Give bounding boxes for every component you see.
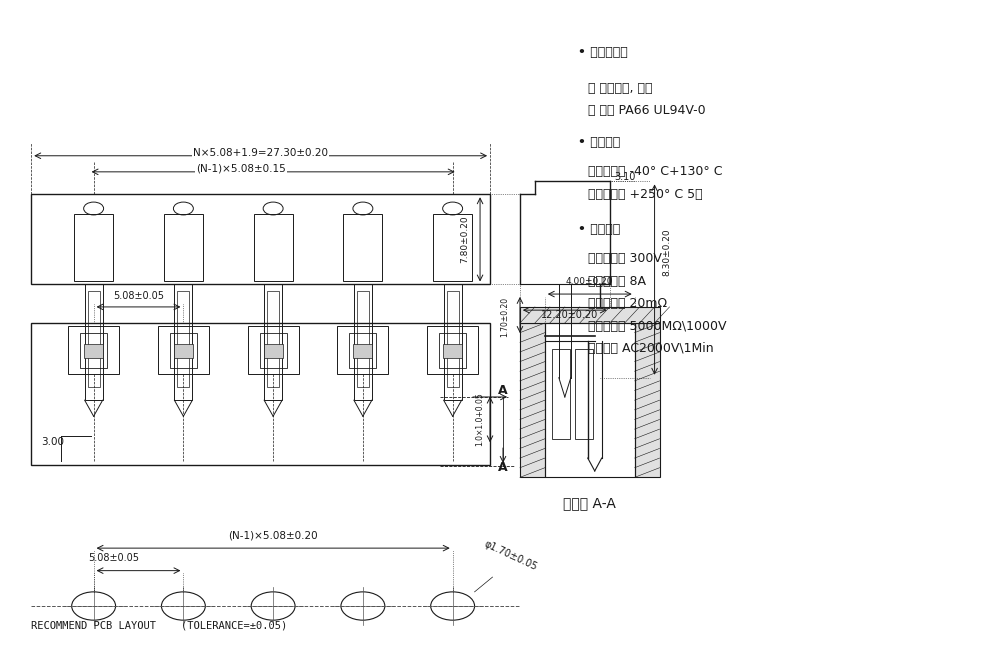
Text: 5.08±0.05: 5.08±0.05: [89, 553, 140, 563]
Text: 额定电流： 8A: 额定电流： 8A: [588, 275, 646, 287]
Bar: [520, 307, 660, 323]
Text: 7.80±0.20: 7.80±0.20: [461, 216, 470, 263]
Bar: [444, 284, 462, 400]
Text: A: A: [498, 384, 508, 397]
Bar: [248, 326, 299, 375]
Text: N×5.08+1.9=27.30±0.20: N×5.08+1.9=27.30±0.20: [193, 147, 328, 158]
Bar: [68, 326, 119, 375]
Text: 温度范围： -40° C+130° C: 温度范围： -40° C+130° C: [588, 165, 722, 178]
Bar: [354, 284, 372, 400]
Text: • 材质及电镖: • 材质及电镖: [578, 47, 628, 59]
Text: 绝缘电阔： 5000MΩ\1000V: 绝缘电阔： 5000MΩ\1000V: [588, 320, 726, 333]
Bar: [545, 323, 635, 477]
Bar: [267, 291, 279, 388]
Bar: [343, 214, 382, 281]
Bar: [349, 333, 376, 368]
Bar: [337, 326, 388, 375]
Text: 3.10: 3.10: [615, 172, 636, 182]
Bar: [31, 194, 490, 284]
Bar: [433, 214, 472, 281]
Bar: [80, 333, 107, 368]
Bar: [177, 291, 189, 388]
Bar: [164, 214, 203, 281]
Text: φ1.70±0.05: φ1.70±0.05: [483, 539, 539, 572]
Bar: [520, 323, 545, 477]
Bar: [353, 344, 372, 359]
Bar: [254, 214, 293, 281]
Bar: [170, 333, 197, 368]
Text: 剪面图 A-A: 剪面图 A-A: [563, 496, 616, 510]
Text: 8.30±0.20: 8.30±0.20: [662, 229, 671, 276]
Bar: [264, 344, 283, 359]
Text: 1.70±0.20: 1.70±0.20: [500, 297, 509, 337]
Text: 接触电阔： 20mΩ: 接触电阔： 20mΩ: [588, 297, 667, 310]
Bar: [85, 284, 103, 400]
Bar: [88, 291, 100, 388]
Text: 瞬时温度： +250° C 5秒: 瞬时温度： +250° C 5秒: [588, 188, 702, 201]
Text: 塑 件： PA66 UL94V-0: 塑 件： PA66 UL94V-0: [588, 104, 705, 118]
Bar: [264, 284, 282, 400]
Text: (N-1)×5.08±0.20: (N-1)×5.08±0.20: [228, 530, 318, 541]
Bar: [447, 291, 459, 388]
Text: (N-1)×5.08±0.15: (N-1)×5.08±0.15: [196, 163, 286, 174]
Bar: [427, 326, 478, 375]
Bar: [260, 333, 287, 368]
Text: 额定电压： 300V: 额定电压： 300V: [588, 252, 662, 266]
Bar: [174, 344, 193, 359]
Text: RECOMMEND PCB LAYOUT    (TOLERANCE=±0.05): RECOMMEND PCB LAYOUT (TOLERANCE=±0.05): [31, 621, 288, 630]
Text: A: A: [498, 461, 508, 474]
Bar: [357, 291, 369, 388]
Bar: [84, 344, 103, 359]
Bar: [635, 323, 660, 477]
Text: 4.00±0.20: 4.00±0.20: [566, 277, 614, 286]
Text: • 机械性能: • 机械性能: [578, 136, 620, 149]
Bar: [74, 214, 113, 281]
Text: 12.20±0.20: 12.20±0.20: [541, 310, 598, 320]
Bar: [443, 344, 462, 359]
Text: 1.0×1.0+0.05: 1.0×1.0+0.05: [476, 393, 485, 446]
Text: 耐电压： AC2000V\1Min: 耐电压： AC2000V\1Min: [588, 342, 713, 355]
Bar: [575, 349, 593, 439]
Bar: [439, 333, 466, 368]
Bar: [31, 323, 490, 464]
Text: • 电气性能: • 电气性能: [578, 224, 620, 236]
Text: 焊 针：黄锐, 镀锡: 焊 针：黄锐, 镀锡: [588, 82, 652, 95]
Bar: [552, 349, 570, 439]
Text: 5.08±0.05: 5.08±0.05: [113, 291, 164, 301]
Bar: [158, 326, 209, 375]
Bar: [174, 284, 192, 400]
Text: 3.00: 3.00: [41, 437, 64, 447]
